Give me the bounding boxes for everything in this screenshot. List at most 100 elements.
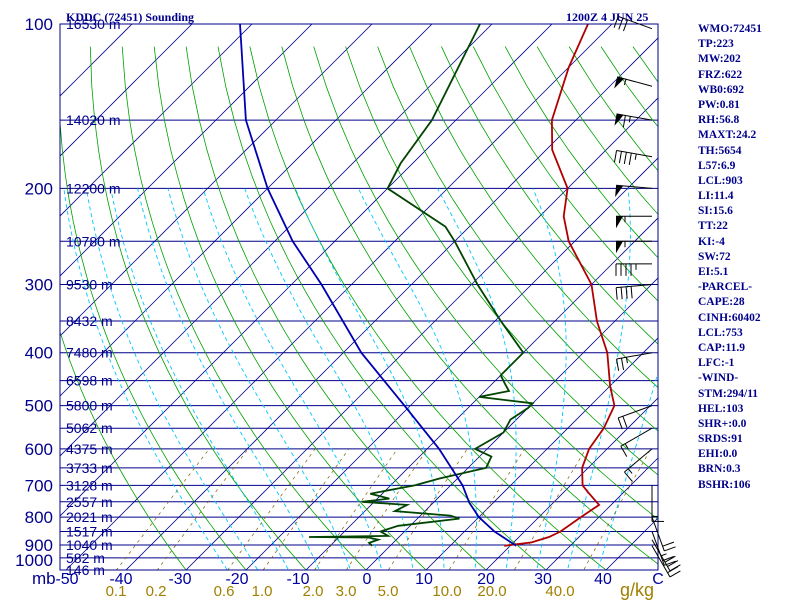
mixing-ratio-line bbox=[314, 448, 398, 570]
pressure-tick-label: 700 bbox=[25, 476, 53, 495]
pressure-tick-label: 500 bbox=[25, 397, 53, 416]
wind-barb bbox=[651, 545, 681, 578]
mixing-ratio-label: 0.1 bbox=[106, 583, 127, 600]
temperature-tick-label: 20 bbox=[477, 571, 495, 588]
pressure-tick-label: 1000 bbox=[15, 551, 53, 570]
index-item: CAP:11.9 bbox=[698, 341, 745, 354]
height-label: 2557 m bbox=[66, 494, 113, 510]
wind-barbs bbox=[613, 15, 681, 578]
isotherm-line bbox=[425, 337, 658, 570]
height-label: 5800 m bbox=[66, 398, 113, 414]
index-item: FRZ:622 bbox=[698, 68, 743, 81]
height-label: 582 m bbox=[66, 550, 105, 566]
index-item: WB0:692 bbox=[698, 83, 744, 96]
index-item: LCL:903 bbox=[698, 174, 743, 187]
mixing-ratio-label: 5.0 bbox=[378, 583, 399, 600]
temperature-tick-label: -50 bbox=[55, 571, 78, 588]
index-item: LCL:753 bbox=[698, 326, 743, 339]
sounding-traces bbox=[239, 24, 616, 547]
mixing-ratio-line bbox=[262, 448, 350, 570]
index-item: MW:202 bbox=[698, 53, 741, 66]
isotherm-line bbox=[60, 24, 493, 457]
index-item: WMO:72451 bbox=[698, 23, 762, 35]
wind-barb bbox=[615, 263, 652, 276]
height-label: 2021 m bbox=[66, 509, 113, 525]
wind-barb bbox=[614, 76, 653, 89]
wind-barb bbox=[616, 240, 652, 254]
height-label: 1517 m bbox=[66, 523, 113, 539]
height-label: 10780 m bbox=[66, 233, 120, 249]
dry-adiabat-line bbox=[249, 46, 607, 570]
temperature-tick-label: -30 bbox=[168, 571, 191, 588]
height-label: 6598 m bbox=[66, 373, 113, 389]
dry-adiabat-line bbox=[60, 330, 187, 570]
mixing-ratio-line bbox=[513, 448, 587, 570]
temperature-tick-label: 40 bbox=[594, 571, 612, 588]
wind-barb bbox=[624, 448, 653, 482]
mixing-ratio-label: 20.0 bbox=[477, 583, 506, 600]
height-label: 3733 m bbox=[66, 460, 113, 476]
mixing-ratio-label: 0.2 bbox=[146, 583, 167, 600]
mixing-ratio-line bbox=[227, 448, 316, 570]
pressure-tick-label: 600 bbox=[25, 440, 53, 459]
pressure-tick-label: 300 bbox=[25, 276, 53, 295]
isotherm-line bbox=[65, 24, 613, 570]
index-item: STM:294/11 bbox=[698, 387, 759, 400]
moist-adiabat-line bbox=[63, 188, 228, 570]
dry-adiabat-line bbox=[377, 46, 658, 432]
isotherm-line bbox=[60, 24, 313, 277]
mixing-ratio-label: 1.0 bbox=[252, 583, 273, 600]
moist-adiabat-line bbox=[567, 188, 631, 570]
moist-adiabat-line bbox=[597, 371, 658, 570]
dry-adiabat-line bbox=[313, 46, 658, 520]
mixing-ratio-line bbox=[345, 448, 428, 570]
mixing-ratio-label: 2.0 bbox=[303, 583, 324, 600]
index-item: RH:56.8 bbox=[698, 114, 740, 127]
moist-adiabat-line bbox=[357, 188, 477, 570]
index-item: SI:15.6 bbox=[698, 205, 733, 218]
height-label: 3128 m bbox=[66, 477, 113, 493]
dry-adiabat-line bbox=[472, 46, 658, 302]
index-item: TT:22 bbox=[698, 220, 728, 233]
height-label: 12200 m bbox=[66, 180, 120, 196]
height-label: 1040 m bbox=[66, 537, 113, 553]
moist-adiabat-line bbox=[110, 188, 289, 570]
plot-area bbox=[60, 24, 658, 570]
mixing-ratio-label: 0.6 bbox=[214, 583, 235, 600]
height-label: 9530 m bbox=[66, 277, 113, 293]
mixing-ratio-unit: g/kg bbox=[620, 580, 654, 600]
wind-barb bbox=[617, 405, 653, 430]
temperature-tick-label: 30 bbox=[534, 571, 552, 588]
mixing-ratio-line bbox=[156, 448, 249, 570]
pressure-tick-label: 200 bbox=[25, 179, 53, 198]
index-item: MAXT:24.2 bbox=[698, 129, 757, 142]
height-label: 5062 m bbox=[66, 420, 113, 436]
mixing-ratio-line bbox=[583, 448, 652, 570]
wind-barb bbox=[615, 284, 653, 300]
wind-barb bbox=[651, 516, 676, 552]
index-item: EHI:0.0 bbox=[698, 448, 738, 461]
temperature-tick-label: C bbox=[652, 571, 664, 588]
moist-adiabat-line bbox=[167, 188, 351, 570]
wind-barb bbox=[620, 427, 653, 457]
index-item: SW:72 bbox=[698, 250, 731, 263]
isotherm-line bbox=[365, 277, 658, 570]
plot-frame bbox=[59, 23, 659, 571]
isotherm-line bbox=[60, 24, 553, 517]
dry-adiabat-line bbox=[441, 46, 658, 345]
moist-adiabat-line bbox=[137, 188, 320, 570]
index-item: LFC:-1 bbox=[698, 357, 735, 370]
dry-adiabat-line bbox=[153, 46, 427, 570]
index-item: EI:5.1 bbox=[698, 266, 729, 278]
parcel-trace bbox=[239, 24, 517, 547]
index-item: BSHR:106 bbox=[698, 478, 751, 491]
dry-adiabat-line bbox=[185, 46, 487, 570]
index-item: -PARCEL- bbox=[698, 281, 753, 294]
pressure-tick-label: 100 bbox=[25, 15, 53, 34]
isotherm-line bbox=[60, 24, 433, 397]
index-item: HEL:103 bbox=[698, 402, 744, 415]
mixing-ratio-label: 10.0 bbox=[432, 583, 461, 600]
pressure-tick-label: 800 bbox=[25, 508, 53, 527]
index-item: TH:5654 bbox=[698, 144, 742, 157]
mixing-ratio-label: 3.0 bbox=[336, 583, 357, 600]
